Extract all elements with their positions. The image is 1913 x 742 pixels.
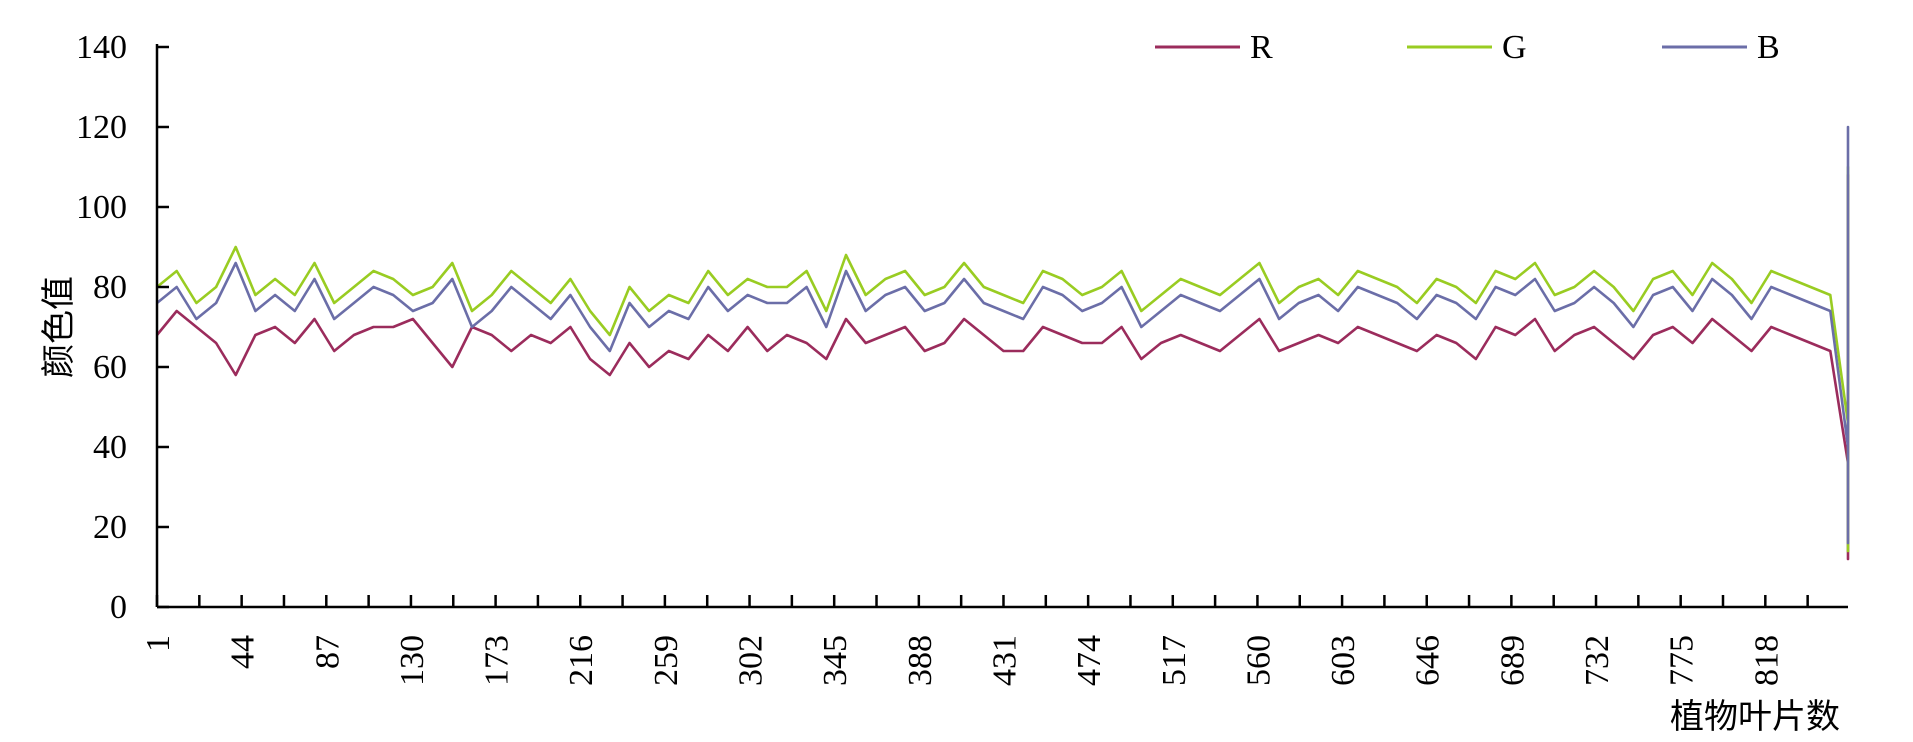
legend-label-r: R bbox=[1250, 29, 1273, 66]
x-tick-label: 216 bbox=[563, 635, 600, 686]
y-tick-label: 140 bbox=[76, 29, 127, 66]
x-tick-label: 431 bbox=[986, 635, 1023, 686]
x-tick-label: 646 bbox=[1410, 635, 1447, 686]
x-tick-label: 603 bbox=[1325, 635, 1362, 686]
x-tick-label: 732 bbox=[1579, 635, 1616, 686]
x-tick-label: 302 bbox=[733, 635, 770, 686]
x-tick-label: 44 bbox=[225, 635, 262, 669]
x-ticks: 1 44 87 130 173 216 259 302 345 388 431 474 517 560 60… bbox=[140, 595, 1809, 686]
x-tick-label: 87 bbox=[309, 635, 346, 669]
y-tick-label: 80 bbox=[93, 269, 127, 306]
legend-label-g: G bbox=[1502, 29, 1527, 66]
legend-label-b: B bbox=[1757, 29, 1780, 66]
y-ticks: 0 20 40 60 80 100 120 140 bbox=[76, 29, 169, 626]
x-tick-label: 560 bbox=[1240, 635, 1277, 686]
x-tick-label: 173 bbox=[479, 635, 516, 686]
x-tick-label: 1 bbox=[140, 635, 177, 652]
series-line-b bbox=[156, 125, 1850, 545]
x-tick-label: 689 bbox=[1494, 635, 1531, 686]
y-tick-label: 100 bbox=[76, 189, 127, 226]
series-line-r bbox=[155, 173, 1850, 561]
x-tick-label: 474 bbox=[1071, 635, 1108, 686]
x-tick-label: 775 bbox=[1664, 635, 1701, 686]
y-tick-label: 120 bbox=[76, 109, 127, 146]
x-axis-title: 植物叶片数 bbox=[1670, 698, 1840, 736]
x-tick-label: 517 bbox=[1156, 635, 1193, 686]
y-tick-label: 40 bbox=[93, 429, 127, 466]
y-axis-title: 颜色值 bbox=[40, 276, 78, 378]
series-line-g bbox=[156, 165, 1850, 553]
x-tick-label: 130 bbox=[394, 635, 431, 686]
x-tick-label: 345 bbox=[817, 635, 854, 686]
x-tick-label: 259 bbox=[648, 635, 685, 686]
x-tick-label: 388 bbox=[902, 635, 939, 686]
y-tick-label: 0 bbox=[110, 589, 127, 626]
axes bbox=[155, 44, 1848, 609]
y-tick-label: 60 bbox=[93, 349, 127, 386]
plot-lines bbox=[155, 125, 1850, 561]
y-tick-label: 20 bbox=[93, 509, 127, 546]
x-tick-label: 818 bbox=[1748, 635, 1785, 686]
